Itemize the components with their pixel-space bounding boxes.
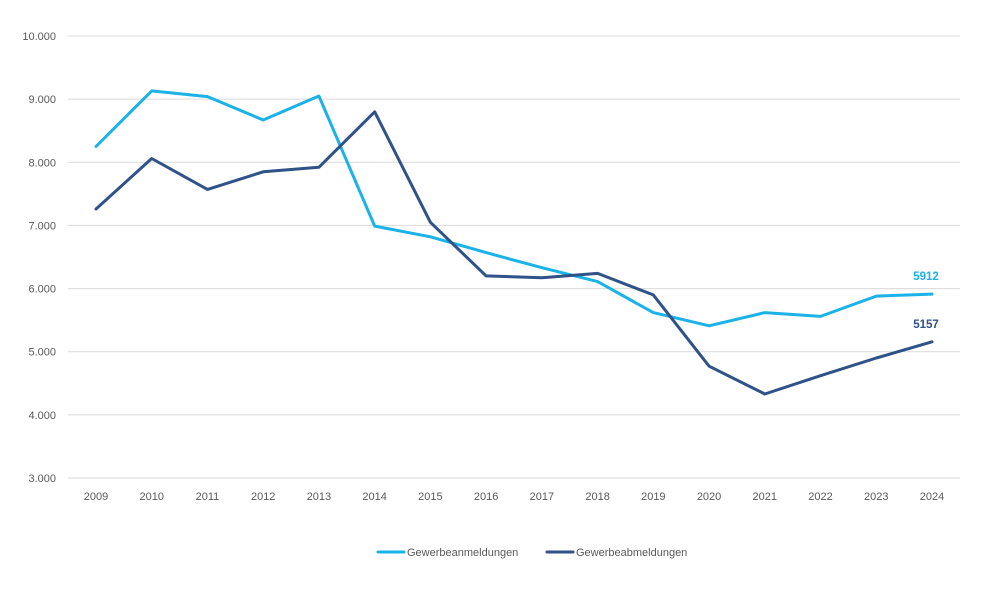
y-tick-label: 9.000 — [28, 94, 56, 106]
x-tick-label: 2016 — [474, 491, 498, 503]
y-tick-label: 6.000 — [28, 284, 56, 296]
y-tick-label: 8.000 — [28, 157, 56, 169]
x-tick-label: 2022 — [808, 491, 832, 503]
x-tick-label: 2015 — [418, 491, 442, 503]
x-tick-label: 2010 — [139, 491, 163, 503]
legend-label-gewerbeabmeldungen: Gewerbeabmeldungen — [576, 547, 687, 559]
y-tick-label: 10.000 — [22, 31, 56, 43]
y-tick-label: 7.000 — [28, 220, 56, 232]
x-tick-label: 2018 — [585, 491, 609, 503]
x-tick-label: 2017 — [530, 491, 554, 503]
x-tick-label: 2019 — [641, 491, 665, 503]
x-tick-label: 2021 — [753, 491, 777, 503]
end-labels: 5912 5157 — [913, 271, 939, 331]
end-label-gewerbeanmeldungen: 5912 — [913, 271, 939, 283]
x-tick-label: 2014 — [362, 491, 386, 503]
end-label-gewerbeabmeldungen: 5157 — [913, 319, 939, 331]
x-tick-label: 2024 — [920, 491, 944, 503]
grid — [68, 35, 960, 479]
series-lines — [94, 89, 934, 396]
legend-label-gewerbeanmeldungen: Gewerbeanmeldungen — [407, 547, 518, 559]
y-axis-tick-labels: 3.000 4.000 5.000 6.000 7.000 8.000 9.000 10.00… — [22, 31, 56, 485]
legend: Gewerbeanmeldungen Gewerbeabmeldungen — [376, 547, 687, 559]
x-tick-label: 2011 — [196, 491, 220, 503]
x-tick-label: 2012 — [251, 491, 275, 503]
x-tick-label: 2020 — [697, 491, 721, 503]
x-tick-label: 2009 — [84, 491, 108, 503]
y-tick-label: 3.000 — [28, 473, 56, 485]
series-line-gewerbeabmeldungen — [94, 110, 934, 396]
x-tick-label: 2023 — [864, 491, 888, 503]
x-tick-label: 2013 — [307, 491, 331, 503]
y-tick-label: 4.000 — [28, 410, 56, 422]
series-line-gewerbeanmeldungen — [94, 89, 934, 328]
y-tick-label: 5.000 — [28, 347, 56, 359]
x-axis-tick-labels: 2009 2010 2011 2012 2013 2014 2015 2016 2017 2018… — [84, 491, 944, 503]
